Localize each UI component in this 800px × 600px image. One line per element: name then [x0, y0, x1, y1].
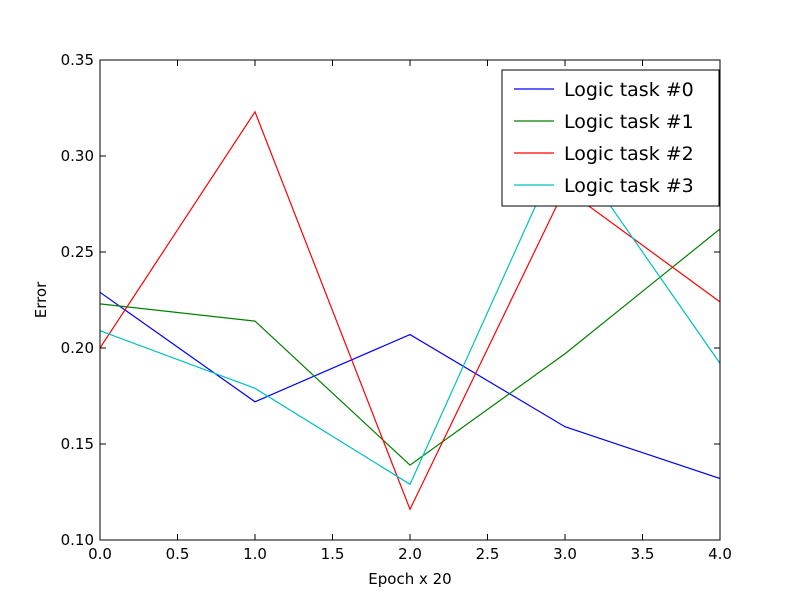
- series-layer: [100, 110, 720, 511]
- y-tick-label: 0.25: [61, 243, 94, 261]
- legend: Logic task #0 Logic task #1 Logic task #2 L…: [501, 69, 720, 207]
- legend-label-3: Logic task #3: [564, 175, 694, 197]
- legend-label-1: Logic task #1: [564, 111, 694, 133]
- x-tick-label: 0.0: [88, 545, 112, 563]
- series-line-2: [100, 110, 720, 511]
- x-tick-label: 4.0: [708, 545, 732, 563]
- ticks-layer: 0.0 0.5 1.0 1.5 2.0 2.5 3.0 3.5 4.0 0.10 0.15 0.20 0…: [61, 51, 732, 563]
- legend-box: [501, 69, 720, 207]
- series-line-3: [100, 139, 720, 486]
- x-tick-label: 2.0: [398, 545, 422, 563]
- x-axis-label: Epoch x 20: [368, 570, 451, 588]
- x-tick-label: 2.5: [476, 545, 500, 563]
- x-tick-label: 3.0: [553, 545, 577, 563]
- series-line-1: [100, 228, 720, 466]
- y-tick-label: 0.15: [61, 435, 94, 453]
- x-tick-label: 0.5: [166, 545, 190, 563]
- y-tick-label: 0.35: [61, 51, 94, 69]
- y-tick-label: 0.20: [61, 339, 94, 357]
- x-tick-label: 1.5: [321, 545, 345, 563]
- x-tick-label: 3.5: [631, 545, 655, 563]
- y-axis-label: Error: [32, 281, 50, 318]
- series-line-0: [100, 291, 720, 480]
- legend-label-2: Logic task #2: [564, 143, 694, 165]
- legend-label-0: Logic task #0: [564, 79, 694, 101]
- y-tick-label: 0.30: [61, 147, 94, 165]
- x-tick-label: 1.0: [243, 545, 267, 563]
- y-tick-label: 0.10: [61, 531, 94, 549]
